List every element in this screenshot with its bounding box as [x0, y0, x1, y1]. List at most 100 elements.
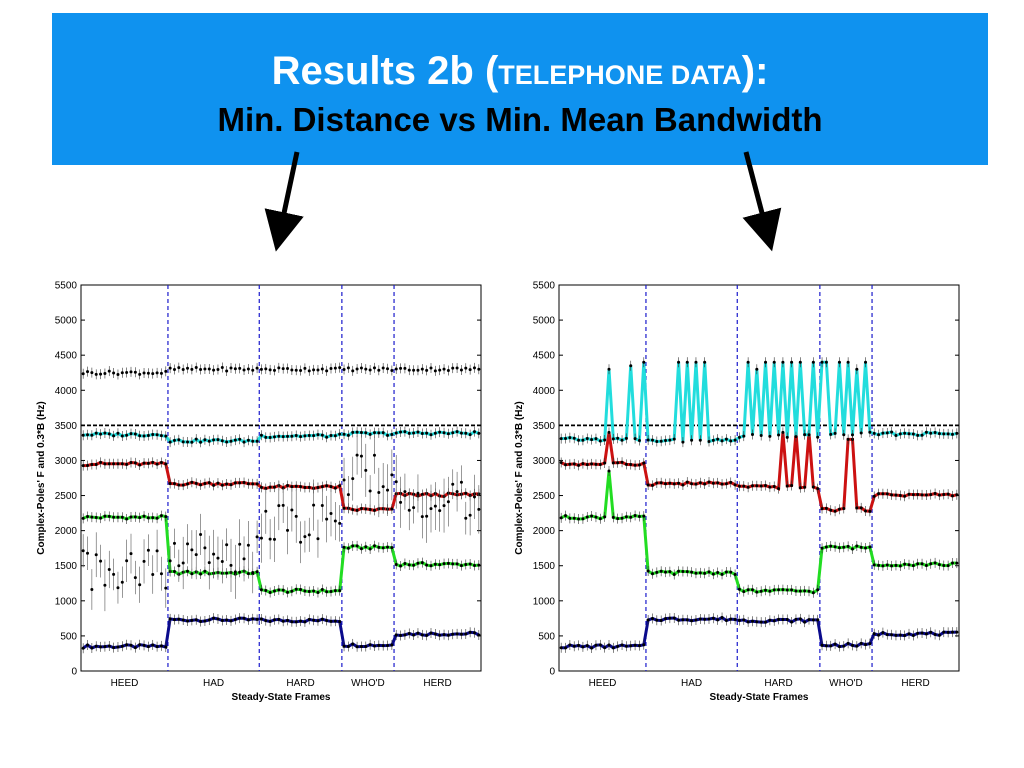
data-point — [325, 435, 329, 439]
data-point — [203, 481, 207, 485]
data-point — [577, 643, 581, 647]
data-point — [672, 437, 676, 441]
data-point — [90, 462, 94, 466]
data-point — [359, 547, 363, 551]
data-point — [737, 618, 741, 622]
data-point — [299, 435, 303, 439]
data-point — [924, 632, 928, 636]
data-point — [890, 633, 894, 637]
data-point — [242, 481, 246, 485]
data-point — [299, 540, 303, 544]
data-point — [277, 617, 281, 621]
data-point — [229, 439, 233, 443]
data-point — [690, 570, 694, 574]
data-point — [594, 437, 598, 441]
data-point — [907, 632, 911, 636]
data-point — [316, 486, 320, 490]
data-point — [581, 438, 585, 442]
data-point — [203, 569, 207, 573]
data-point — [685, 570, 689, 574]
data-point — [216, 438, 220, 442]
data-point — [272, 368, 276, 372]
data-point — [890, 564, 894, 568]
data-point — [703, 482, 707, 486]
data-point — [194, 366, 198, 370]
data-point — [464, 366, 468, 370]
y-tick-label: 1000 — [55, 596, 78, 607]
data-point — [320, 485, 324, 489]
data-point — [342, 644, 346, 648]
data-point — [690, 438, 694, 442]
data-point — [933, 561, 937, 565]
data-point — [138, 434, 142, 438]
title-main: Results 2b ( — [271, 49, 499, 93]
data-point — [368, 368, 372, 372]
data-point — [477, 367, 481, 371]
data-point — [420, 515, 424, 519]
data-point — [268, 619, 272, 623]
data-point — [438, 368, 442, 372]
data-point — [564, 514, 568, 518]
data-point — [664, 570, 668, 574]
data-point — [785, 435, 789, 439]
data-point — [194, 481, 198, 485]
data-point — [151, 372, 155, 376]
data-point — [351, 544, 355, 548]
data-point — [885, 563, 889, 567]
data-point — [242, 368, 246, 372]
data-point — [259, 485, 263, 489]
data-point — [329, 485, 333, 489]
data-point — [890, 493, 894, 497]
data-point — [455, 490, 459, 494]
data-point — [181, 367, 185, 371]
data-point — [581, 517, 585, 521]
data-point — [172, 438, 176, 442]
data-point — [820, 546, 824, 550]
data-point — [833, 509, 837, 513]
data-point — [355, 544, 359, 548]
data-point — [859, 431, 863, 435]
data-point — [777, 433, 781, 437]
data-point — [133, 432, 137, 436]
data-point — [207, 561, 211, 565]
data-point — [820, 360, 824, 364]
data-point — [698, 481, 702, 485]
data-point — [903, 494, 907, 498]
data-point — [190, 618, 194, 622]
data-point — [659, 619, 663, 623]
data-point — [386, 367, 390, 371]
data-point — [255, 535, 259, 539]
data-point — [864, 509, 868, 513]
data-point — [607, 367, 611, 371]
data-point — [685, 480, 689, 484]
data-point — [698, 617, 702, 621]
data-point — [807, 433, 811, 437]
data-point — [646, 438, 650, 442]
data-point — [94, 431, 98, 435]
data-point — [703, 617, 707, 621]
data-point — [464, 431, 468, 435]
data-point — [459, 564, 463, 568]
data-point — [220, 439, 224, 443]
data-point — [824, 545, 828, 549]
data-point — [842, 545, 846, 549]
data-point — [229, 619, 233, 623]
data-point — [272, 537, 276, 541]
data-point — [837, 645, 841, 649]
data-point — [724, 437, 728, 441]
data-point — [225, 618, 229, 622]
data-point — [368, 643, 372, 647]
data-point — [186, 366, 190, 370]
data-point — [438, 509, 442, 513]
data-point — [729, 570, 733, 574]
data-point — [329, 619, 333, 623]
data-point — [837, 546, 841, 550]
data-point — [685, 360, 689, 364]
data-point — [451, 482, 455, 486]
data-point — [837, 507, 841, 511]
data-point — [790, 360, 794, 364]
data-point — [477, 563, 481, 567]
data-point — [690, 482, 694, 486]
data-point — [268, 435, 272, 439]
data-point — [286, 483, 290, 487]
